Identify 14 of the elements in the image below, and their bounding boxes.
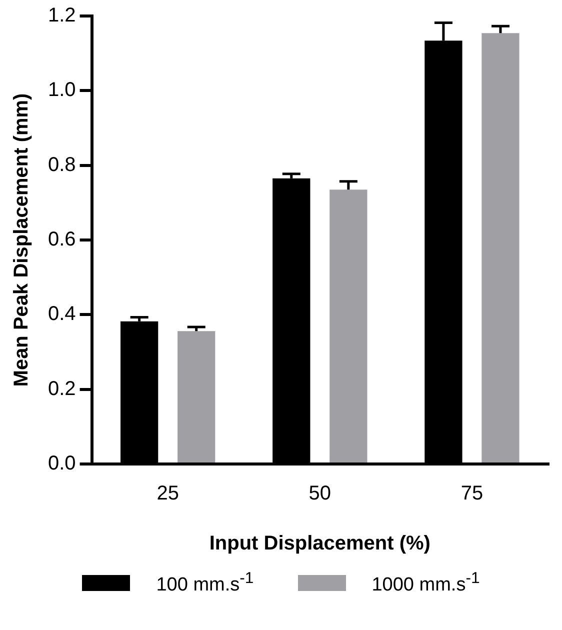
y-tick-label: 0.2	[48, 378, 76, 400]
legend-label: 100 mm.s$^{-1}$	[156, 570, 254, 596]
y-axis-title: Mean Peak Displacement (mm)	[10, 93, 33, 387]
y-tick-label: 1.2	[48, 4, 76, 27]
y-tick-label: 0.4	[48, 303, 76, 326]
x-tick-label: 50	[308, 482, 332, 505]
x-tick-label: 75	[460, 482, 484, 505]
legend-label: 1000 mm.s$^{-1}$	[372, 570, 480, 596]
y-tick-label: 0.6	[48, 228, 76, 251]
x-axis-title: Input Displacement (%)	[209, 532, 430, 555]
y-tick-label: 0.0	[48, 452, 76, 475]
y-tick-label: 0.8	[48, 154, 76, 176]
y-tick-label: 1.0	[48, 79, 76, 102]
x-tick-label: 25	[156, 482, 179, 505]
